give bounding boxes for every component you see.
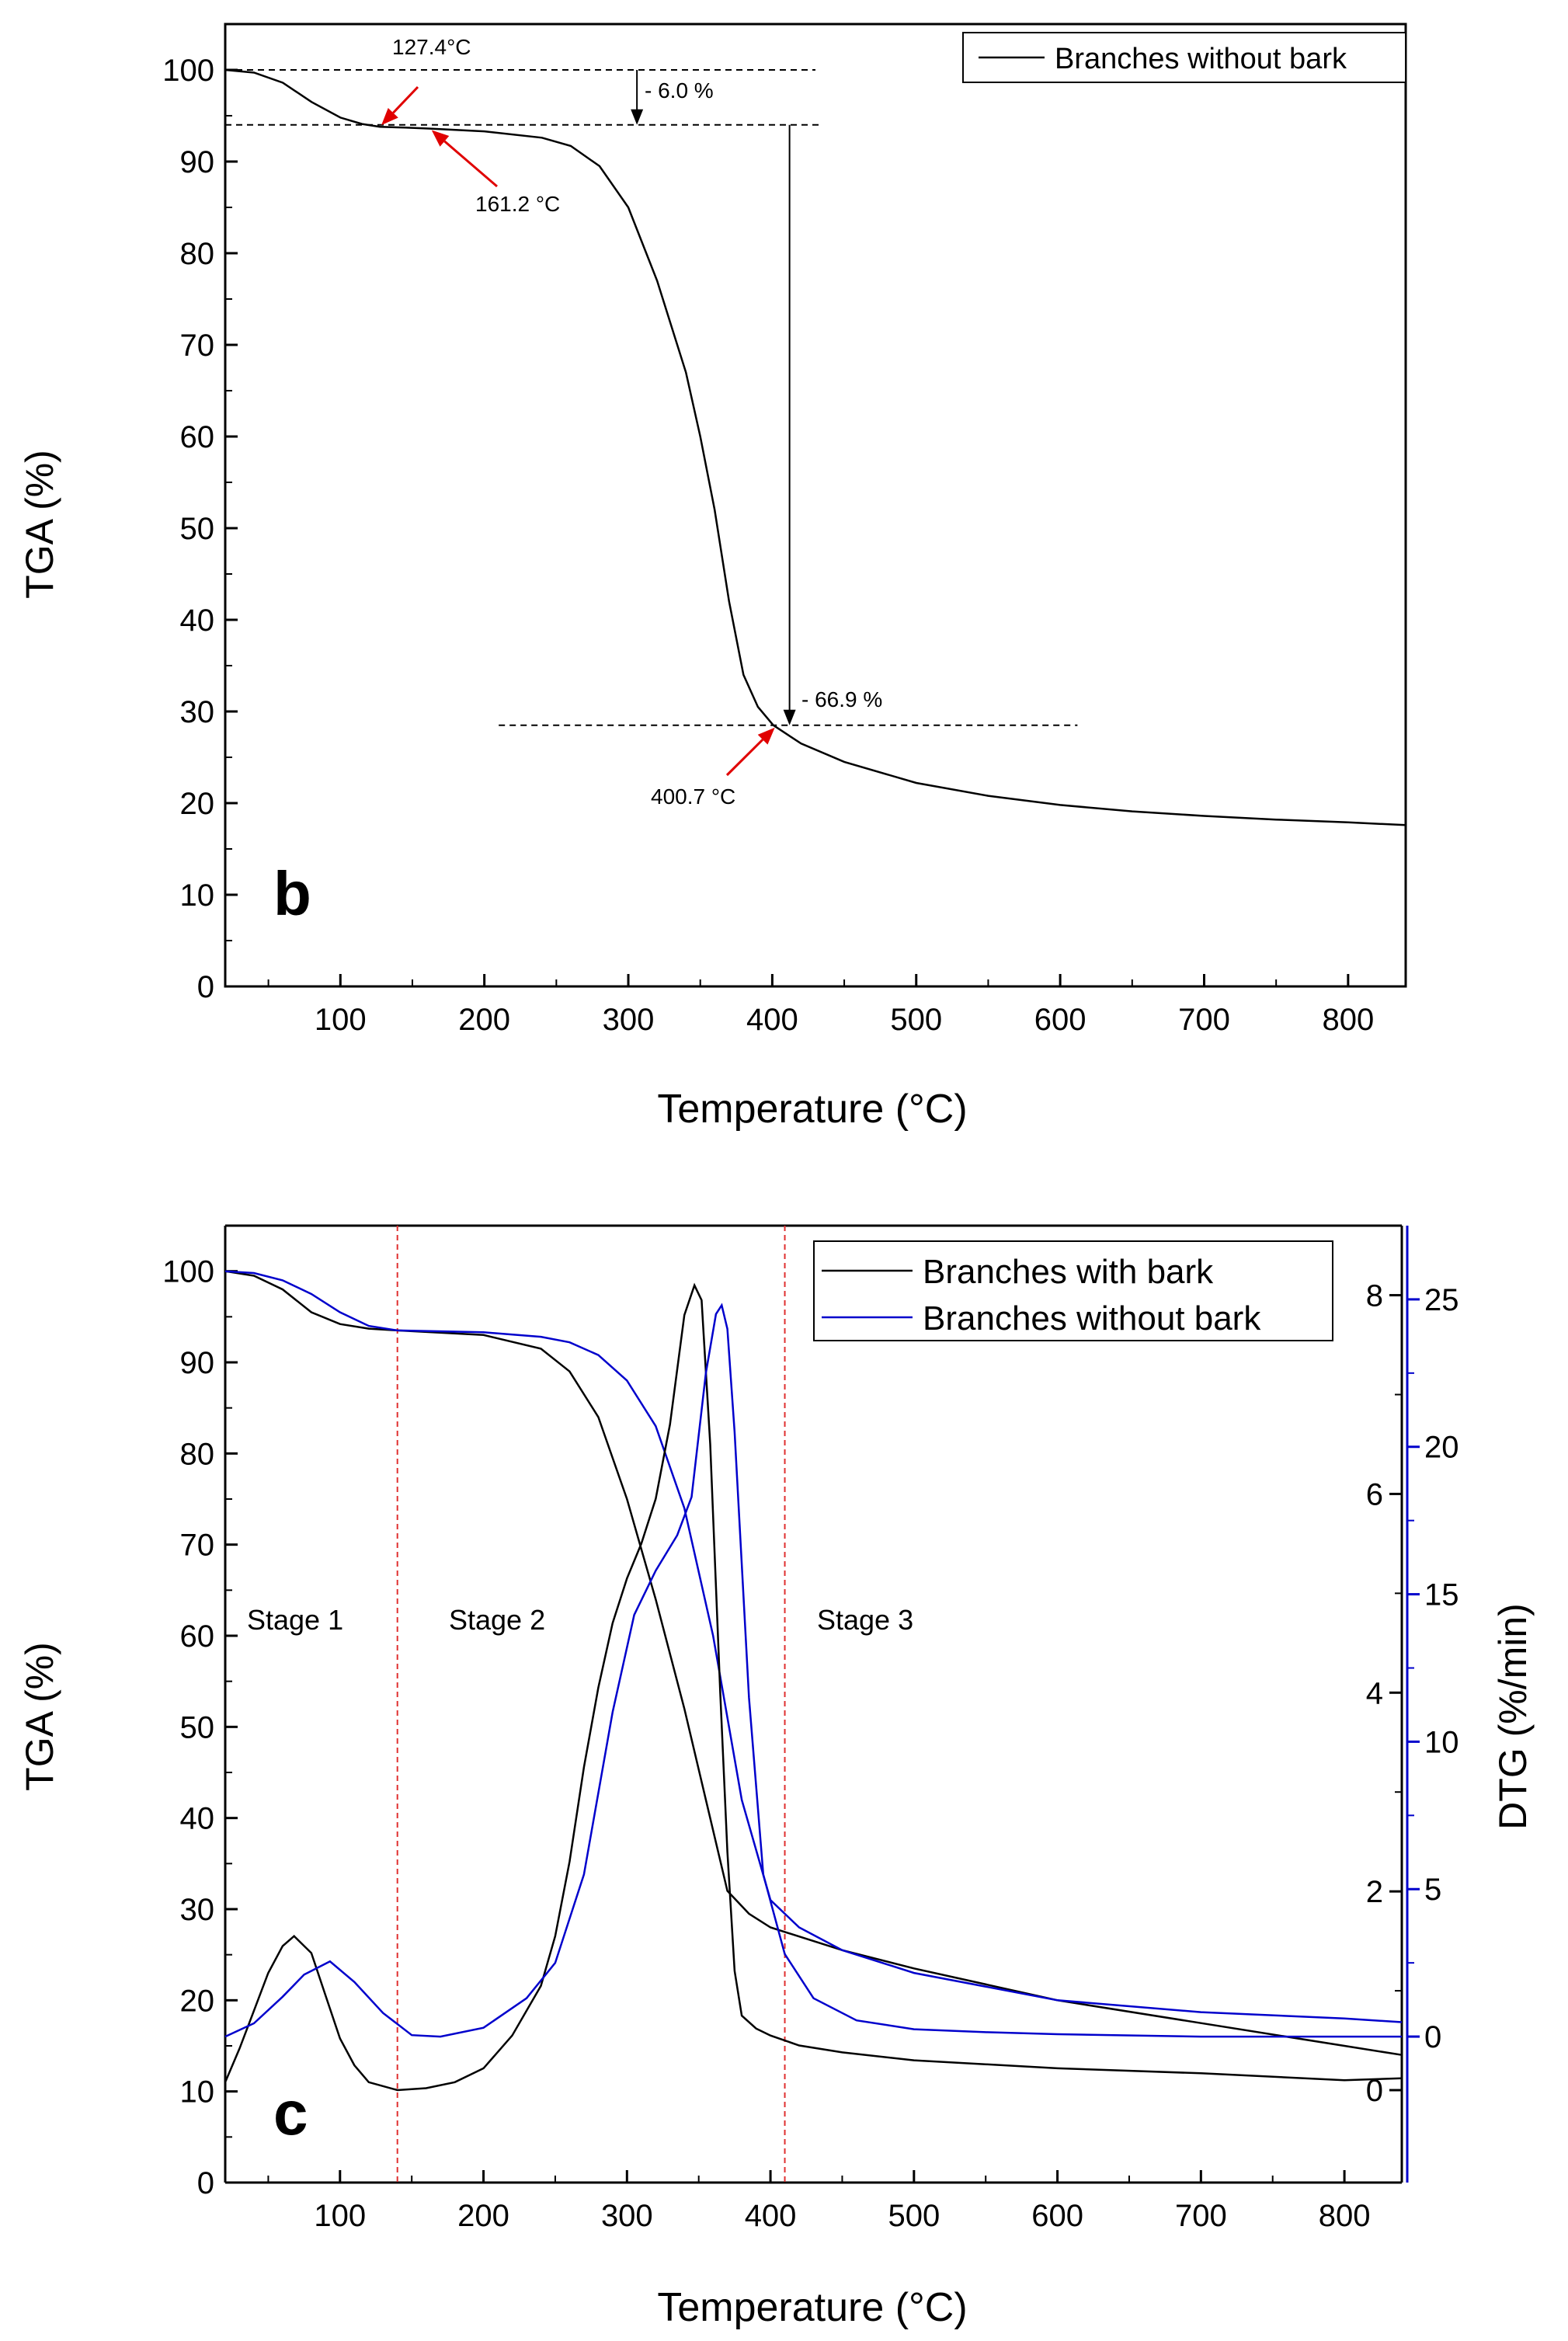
chart-c-series-without-bark-dtg — [224, 1303, 1402, 2038]
chart-c-y2-blue-tick-label: 10 — [1424, 1725, 1459, 1759]
arrow-400-7-head — [757, 727, 775, 745]
chart-c-y-tick-label: 100 — [162, 1255, 214, 1289]
chart-b-ylabel: TGA (%) — [18, 450, 61, 599]
stage-3-label: Stage 3 — [817, 1604, 913, 1636]
stage-2-label: Stage 2 — [449, 1604, 545, 1636]
chart-c-y-tick-label: 20 — [180, 1984, 215, 2018]
chart-b-y-tick-label: 0 — [197, 970, 214, 1004]
chart-b-x-tick-label: 300 — [603, 1003, 655, 1037]
chart-c-y-tick-label: 10 — [180, 2075, 215, 2110]
chart-c-xlabel: Temperature (°C) — [657, 2285, 967, 2330]
chart-b-y-tick-label: 10 — [180, 878, 215, 913]
chart-c-legend: Branches with bark Branches without bark — [813, 1240, 1333, 1341]
chart-c-y-tick-label: 80 — [180, 1437, 215, 1471]
chart-c-x-tick-label: 100 — [314, 2199, 366, 2233]
annotation-minus-6: - 6.0 % — [645, 78, 714, 103]
arrow-127-4-head — [381, 108, 398, 126]
chart-c-y-tick-label: 40 — [180, 1802, 215, 1836]
chart-b-x-tick-label: 800 — [1322, 1003, 1374, 1037]
chart-c-y2-black-tick-label: 4 — [1366, 1676, 1383, 1710]
chart-c-series-with-bark-tga — [224, 1270, 1403, 2056]
chart-c-y2-black-tick-label: 2 — [1366, 1875, 1383, 1909]
chart-c-y2label: DTG (%/min) — [1491, 1603, 1535, 1830]
chart-b-x-tick-label: 600 — [1034, 1003, 1086, 1037]
chart-c-legend-entry-black: Branches with bark — [923, 1253, 1214, 1291]
chart-b-y-tick-label: 60 — [180, 420, 215, 454]
chart-b-y-tick-label: 20 — [180, 787, 215, 821]
chart-c-y-tick-label: 70 — [180, 1529, 215, 1563]
chart-b-x-tick-label: 400 — [746, 1003, 798, 1037]
chart-c-x-tick-label: 400 — [745, 2199, 797, 2233]
chart-b-plot-frame — [224, 23, 1407, 988]
arrow-161-2-head — [431, 130, 450, 147]
chart-c-series-without-bark-tga — [224, 1270, 1403, 2023]
annotation-minus-66-9: - 66.9 % — [801, 687, 882, 711]
chart-c-y-tick-label: 0 — [197, 2166, 214, 2200]
chart-b-y-tick-label: 30 — [180, 695, 215, 729]
arrow-161-2-shaft — [443, 140, 498, 188]
chart-c-series-with-bark-dtg — [224, 1282, 1403, 2092]
chart-b-panel-label: b — [273, 859, 311, 928]
chart-b-series-line — [224, 68, 1406, 826]
chart-c-panel-label: c — [273, 2078, 308, 2148]
chart-c-y2-blue-tick-label: 25 — [1424, 1283, 1459, 1317]
chart-b-x-tick-label: 200 — [458, 1003, 510, 1037]
chart-c-x-tick-label: 600 — [1031, 2199, 1083, 2233]
annotation-161-2: 161.2 °C — [475, 192, 560, 216]
annotation-127-4: 127.4°C — [392, 35, 471, 59]
chart-b-x-tick-label: 500 — [890, 1003, 942, 1037]
chart-b-y-tick-label: 80 — [180, 237, 215, 271]
chart-c-y2-black-tick-label: 0 — [1366, 2074, 1383, 2108]
chart-c-x-tick-label: 800 — [1319, 2199, 1371, 2233]
annotation-400-7: 400.7 °C — [651, 784, 735, 809]
chart-b-y-tick-label: 70 — [180, 329, 215, 363]
chart-c-x-tick-label: 700 — [1175, 2199, 1227, 2233]
arrow-127-4-shaft — [392, 85, 419, 114]
chart-b-x-tick-label: 100 — [315, 1003, 367, 1037]
chart-c-y-tick-label: 60 — [180, 1619, 215, 1654]
chart-c-y2-blue-tick-label: 5 — [1424, 1873, 1441, 1907]
chart-c-legend-entry-blue: Branches without bark — [923, 1299, 1261, 1337]
arrow-400-7-shaft — [725, 739, 764, 777]
chart-b-y-tick-label: 90 — [180, 145, 215, 179]
chart-c-y2-blue-tick-label: 20 — [1424, 1431, 1459, 1465]
chart-c-x-tick-label: 300 — [601, 2199, 653, 2233]
chart-c-y2-blue-tick-label: 15 — [1424, 1578, 1459, 1612]
chart-b-legend-entry: Branches without bark — [1055, 43, 1347, 75]
chart-c-y-tick-label: 90 — [180, 1346, 215, 1380]
chart-c-y-tick-label: 50 — [180, 1710, 215, 1744]
arrow-minus-6-head — [631, 109, 644, 125]
stage-1-label: Stage 1 — [247, 1604, 343, 1636]
chart-c-y2-black-tick-label: 6 — [1366, 1477, 1383, 1511]
chart-c-ylabel: TGA (%) — [18, 1642, 61, 1791]
chart-b-y-tick-label: 40 — [180, 604, 215, 638]
chart-c-x-tick-label: 500 — [888, 2199, 940, 2233]
chart-b-legend: Branches without bark — [962, 32, 1406, 83]
chart-c-y2-black-tick-label: 8 — [1366, 1279, 1383, 1313]
chart-c-y-tick-label: 30 — [180, 1893, 215, 1927]
chart-b-x-tick-label: 700 — [1178, 1003, 1230, 1037]
chart-b-y-tick-label: 100 — [162, 54, 214, 88]
chart-c-x-tick-label: 200 — [457, 2199, 509, 2233]
chart-b-y-tick-label: 50 — [180, 512, 215, 546]
chart-c-y2-blue-tick-label: 0 — [1424, 2020, 1441, 2054]
chart-b-xlabel: Temperature (°C) — [657, 1087, 967, 1132]
chart-b: 100 200 300 400 500 600 700 800 0 10 20 30 40 50 60 70 8… — [18, 23, 1407, 1132]
chart-c: 100 200 300 400 500 600 700 8000102030405060708… — [18, 1224, 1535, 2330]
arrow-minus-66-9-head — [783, 709, 796, 725]
